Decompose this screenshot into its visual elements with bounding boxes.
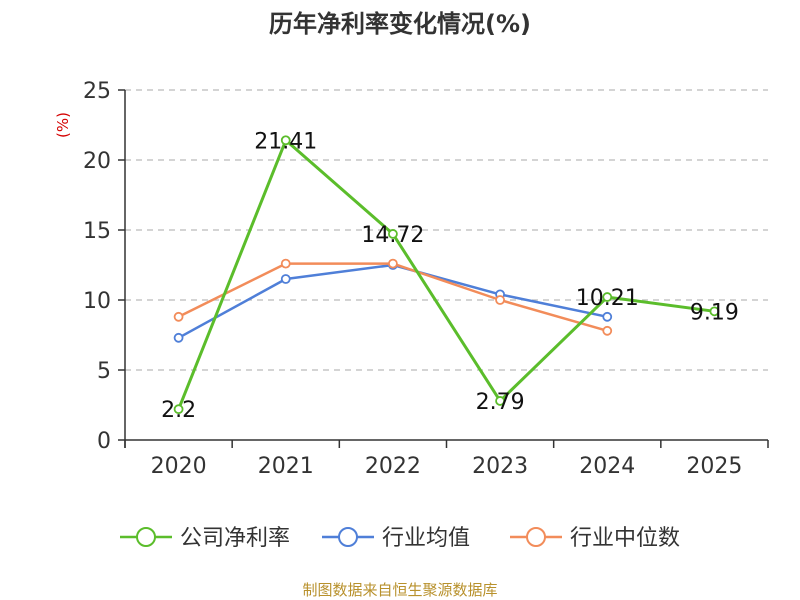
data-point (173, 311, 184, 322)
data-point (280, 258, 291, 269)
data-point (173, 332, 184, 343)
data-point (388, 258, 398, 269)
data-point (280, 274, 291, 284)
data-label: 10.21 (576, 286, 639, 311)
data-point (709, 306, 720, 317)
y-tick-label: 0 (97, 429, 111, 454)
data-point (173, 404, 184, 415)
data-label: 21.41 (254, 129, 317, 154)
series-line (177, 263, 608, 339)
data-point (388, 229, 398, 239)
data-label: 2.79 (476, 390, 525, 415)
data-label: 14.72 (361, 223, 424, 248)
legend-marker-icon (338, 527, 358, 547)
data-point (602, 292, 613, 302)
y-tick-label: 5 (97, 359, 111, 384)
series-line (178, 262, 608, 333)
source-note: 制图数据来自恒生聚源数据库 (302, 581, 497, 599)
x-tick-label: 2022 (365, 454, 421, 479)
x-tick-label: 2025 (686, 454, 742, 479)
legend-item: 行业均值 (322, 526, 470, 551)
gridlines (125, 89, 768, 371)
series-lines (173, 135, 720, 415)
legend-item: 行业中位数 (510, 526, 680, 551)
legend-marker-icon (136, 527, 156, 547)
x-tick-label: 2021 (258, 454, 314, 479)
data-point (495, 295, 505, 305)
x-tick-label: 2024 (579, 454, 635, 479)
y-tick-label: 10 (83, 289, 111, 314)
data-label: 9.19 (690, 300, 739, 325)
legend-label: 行业中位数 (570, 526, 680, 551)
x-tick-label: 2020 (151, 454, 207, 479)
y-tick-label: 15 (83, 219, 111, 244)
y-tick-label: 25 (83, 79, 111, 104)
legend-label: 行业均值 (382, 526, 470, 551)
data-point (280, 135, 291, 146)
data-label: 2.2 (161, 398, 196, 423)
y-tick-label: 20 (83, 149, 111, 174)
data-point (602, 311, 613, 322)
y-axis-unit: (%) (54, 112, 72, 138)
data-labels: 2.2 21.41 14.72 2.79 10.21 9.19 (161, 129, 739, 423)
data-point (495, 396, 505, 406)
legend: 公司净利率 行业均值 行业中位数 (120, 526, 680, 551)
data-point (602, 325, 613, 336)
legend-item: 公司净利率 (120, 526, 290, 551)
legend-marker-icon (526, 527, 546, 547)
series-line (177, 138, 715, 410)
chart-title: 历年净利率变化情况(%) (269, 10, 531, 38)
legend-label: 公司净利率 (180, 526, 290, 551)
x-tick-label: 2023 (472, 454, 528, 479)
